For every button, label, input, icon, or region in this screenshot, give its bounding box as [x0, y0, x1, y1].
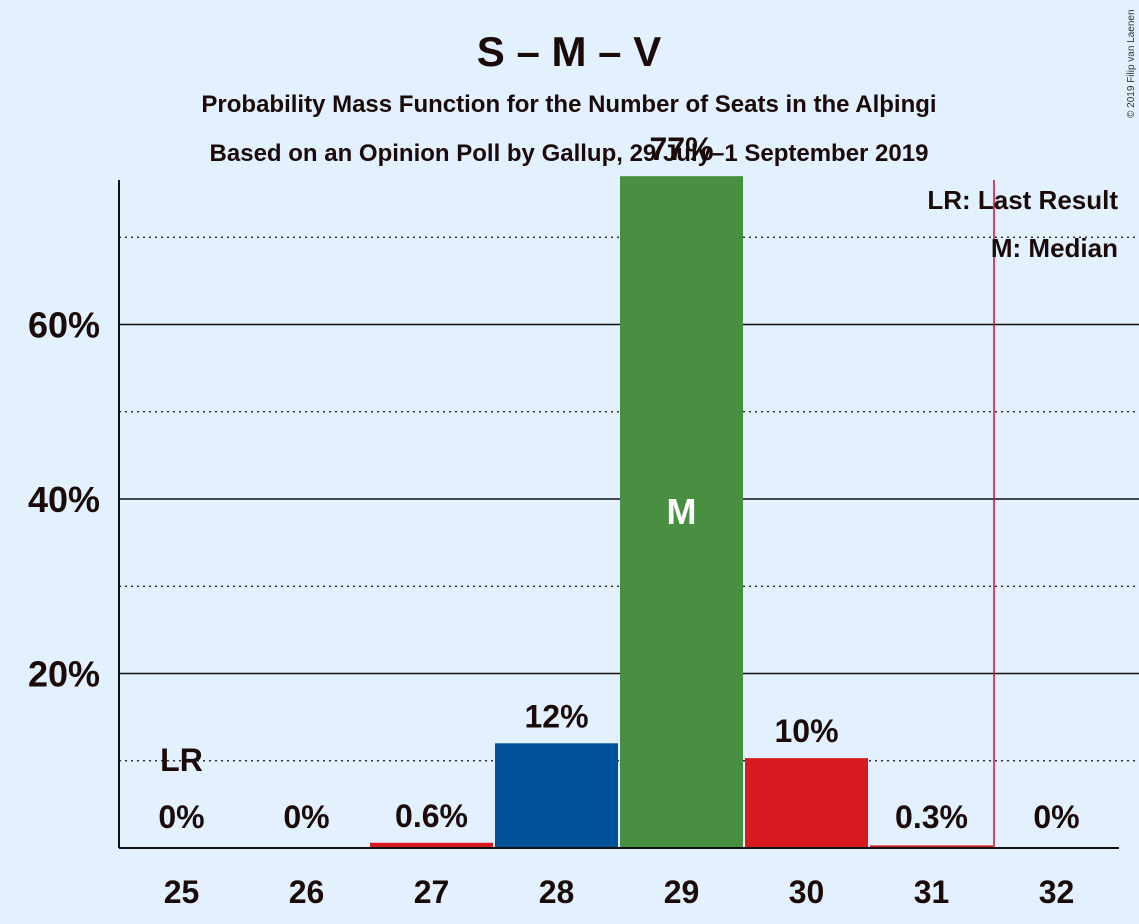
bar-label-27: 0.6%: [395, 798, 468, 834]
bar-label-31: 0.3%: [895, 799, 968, 835]
x-tick-label-32: 32: [1039, 874, 1075, 910]
y-tick-label: 60%: [28, 305, 100, 346]
x-tick-label-28: 28: [539, 874, 575, 910]
axes: 20% 40% 60% 25 26 27 28 29 30 31 32: [28, 180, 1119, 910]
x-tick-label-31: 31: [914, 874, 950, 910]
legend-median: M: Median: [991, 233, 1118, 263]
legend-last-result: LR: Last Result: [927, 185, 1118, 215]
bar-28: [495, 743, 618, 848]
copyright-notice: © 2019 Filip van Laenen: [1126, 9, 1137, 118]
chart-title: S – M – V: [477, 28, 661, 75]
bar-label-28: 12%: [524, 698, 588, 734]
bar-labels: 0% 0% 0.6% 12% 77% 10% 0.3% 0% M LR: [158, 131, 1079, 835]
bars: [370, 176, 995, 849]
chart-subtitle: Probability Mass Function for the Number…: [201, 91, 936, 118]
bar-27: [370, 842, 493, 848]
bar-label-26: 0%: [283, 799, 329, 835]
bar-label-25: 0%: [158, 799, 204, 835]
x-tick-label-29: 29: [664, 874, 700, 910]
y-tick-label: 20%: [28, 654, 100, 695]
x-tick-label-25: 25: [164, 874, 200, 910]
y-tick-label: 40%: [28, 479, 100, 520]
chart-subtitle-line-2: Based on an Opinion Poll by Gallup, 29 J…: [210, 140, 929, 167]
median-marker: M: [667, 491, 697, 532]
bar-label-29: 77%: [649, 131, 713, 167]
bar-29: [620, 176, 743, 849]
bar-31: [870, 845, 993, 848]
bar-label-30: 10%: [774, 713, 838, 749]
x-tick-label-27: 27: [414, 874, 450, 910]
x-tick-label-30: 30: [789, 874, 825, 910]
bar-label-32: 0%: [1033, 799, 1079, 835]
legend: LR: Last Result M: Median: [927, 185, 1118, 263]
bar-30: [745, 758, 868, 848]
x-tick-label-26: 26: [289, 874, 325, 910]
last-result-marker: LR: [160, 742, 203, 778]
